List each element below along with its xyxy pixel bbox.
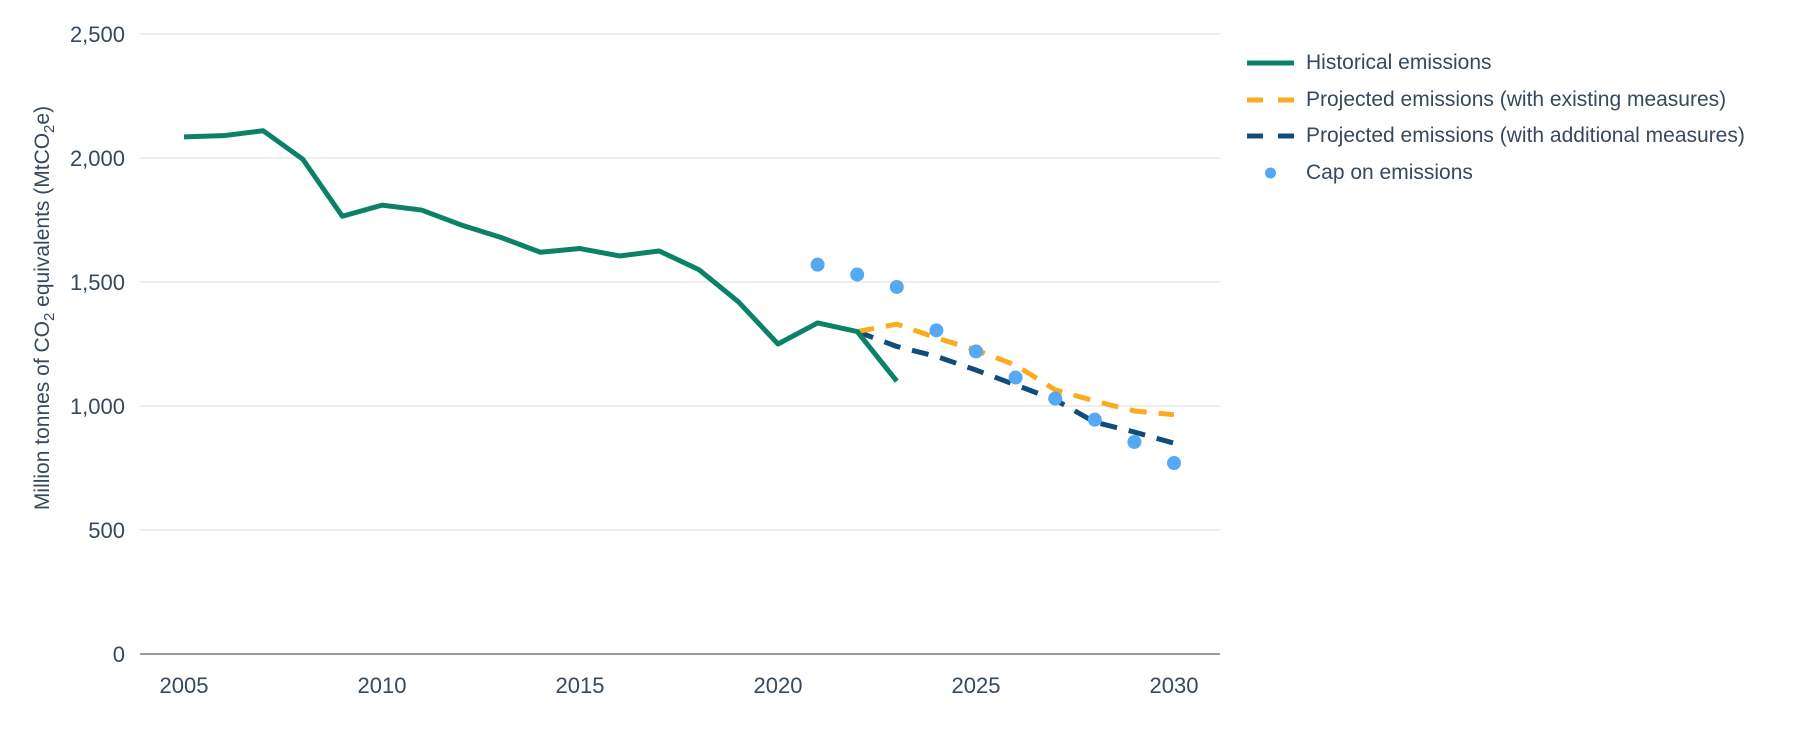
y-tick-label: 2,500 <box>70 22 125 47</box>
dashed-orange-line-swatch-icon <box>1247 97 1294 103</box>
x-tick-label: 2025 <box>952 673 1001 698</box>
cap-dot <box>889 279 904 294</box>
cap-dot <box>929 323 944 338</box>
historical-line-swatch-icon <box>1247 60 1294 66</box>
x-tick-label: 2015 <box>556 673 605 698</box>
cap-dot-swatch-icon <box>1265 167 1276 179</box>
y-tick-label: 2,000 <box>70 146 125 171</box>
legend: Historical emissions Projected emissions… <box>1247 45 1745 191</box>
projected-additional-line <box>856 329 1175 446</box>
y-tick-label: 500 <box>88 518 125 543</box>
cap-dots <box>810 257 1181 471</box>
x-tick-label: 2020 <box>754 673 803 698</box>
series-lines <box>183 128 1175 446</box>
legend-item-projected-additional: Projected emissions (with additional mea… <box>1247 118 1745 155</box>
legend-item-historical: Historical emissions <box>1247 45 1745 82</box>
legend-item-cap: Cap on emissions <box>1247 155 1745 192</box>
cap-dot <box>1127 434 1142 449</box>
gridlines <box>140 33 1220 655</box>
historical-line <box>183 128 899 383</box>
y-tick-label: 1,500 <box>70 270 125 295</box>
legend-label-historical: Historical emissions <box>1306 51 1492 75</box>
cap-dot <box>1167 456 1181 471</box>
legend-item-projected-existing: Projected emissions (with existing measu… <box>1247 82 1745 119</box>
cap-dot <box>969 344 983 359</box>
y-tick-label: 0 <box>113 642 125 667</box>
projected-existing-line <box>856 321 1175 418</box>
legend-label-cap: Cap on emissions <box>1306 161 1473 185</box>
y-axis-tick-labels: 0 500 1,000 1,500 2,000 2,500 <box>70 22 125 667</box>
legend-label-projected-additional: Projected emissions (with additional mea… <box>1306 124 1745 148</box>
cap-dot <box>1008 370 1023 385</box>
cap-dot <box>1048 391 1063 406</box>
legend-label-projected-existing: Projected emissions (with existing measu… <box>1306 87 1727 111</box>
cap-dot <box>810 257 825 272</box>
y-axis-title: Million tonnes of CO2 equivalents (MtCO2… <box>31 106 58 510</box>
x-tick-label: 2010 <box>358 673 407 698</box>
emissions-chart: 0 500 1,000 1,500 2,000 2,500 2005 2010 2015 202… <box>31 22 1220 698</box>
x-axis-tick-labels: 2005 2010 2015 2020 2025 2030 <box>160 673 1199 698</box>
x-tick-label: 2030 <box>1150 673 1199 698</box>
y-tick-label: 1,000 <box>70 394 125 419</box>
x-tick-label: 2005 <box>160 673 209 698</box>
dashed-navy-line-swatch-icon <box>1247 133 1294 139</box>
cap-dot <box>1087 412 1102 427</box>
cap-dot <box>850 267 865 282</box>
